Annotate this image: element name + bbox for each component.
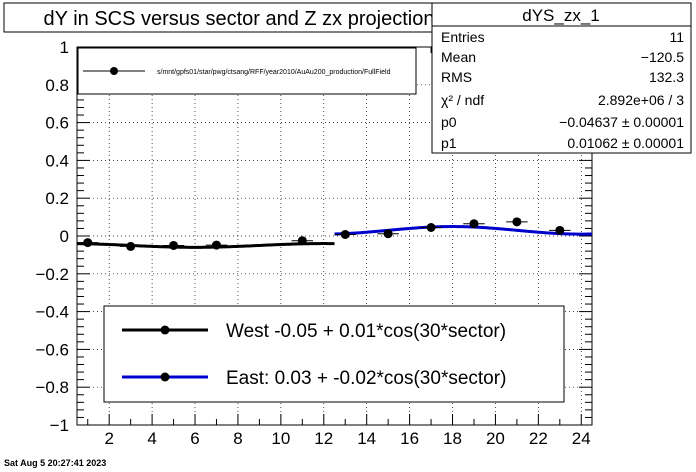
data-point — [512, 217, 522, 227]
stats-row-name: RMS — [441, 69, 472, 85]
y-tick-label: 0.6 — [45, 114, 69, 133]
chart-title: dY in SCS versus sector and Z zx project… — [44, 8, 435, 30]
stats-title: dYS_zx_1 — [522, 6, 600, 25]
data-point — [469, 219, 479, 229]
title-box — [3, 2, 475, 33]
stats-row-name: p1 — [441, 135, 457, 151]
x-tick-label: 2 — [104, 429, 113, 448]
data-point — [383, 229, 393, 239]
stats-row-value: 0.01062 ± 0.00001 — [567, 135, 684, 151]
timestamp: Sat Aug 5 20:27:41 2023 — [4, 458, 106, 468]
stats-box: dYS_zx_1 Entries 11 Mean −120.5 RMS 132.3 χ² /… — [431, 2, 692, 154]
x-tick-label: 6 — [190, 429, 199, 448]
stats-row-value: −120.5 — [641, 49, 684, 65]
stats-row-name: Mean — [441, 49, 476, 65]
y-tick-label: −0.2 — [35, 265, 69, 284]
data-point — [426, 222, 436, 232]
x-tick-labels: 2 4 6 8 10 12 14 16 18 20 22 24 — [104, 429, 590, 448]
y-tick-label: 0 — [60, 227, 69, 246]
fit-curve-west — [76, 242, 335, 249]
y-tick-label: 0.4 — [45, 151, 69, 170]
stats-row-value: 2.892e+06 / 3 — [598, 92, 684, 108]
x-tick-label: 24 — [572, 429, 591, 448]
y-tick-labels: 1 0.8 0.6 0.4 0.2 0 −0.2 −0.4 −0.6 −0.8 −1 — [35, 38, 69, 435]
x-tick-label: 4 — [147, 429, 156, 448]
data-point — [211, 240, 221, 250]
fit-legend-east: East: 0.03 + -0.02*cos(30*sector) — [226, 368, 506, 389]
stats-row-name: p0 — [441, 114, 457, 130]
data-point — [126, 241, 136, 251]
fit-curve-east — [334, 225, 593, 236]
stats-row-value: −0.04637 ± 0.00001 — [559, 114, 684, 130]
series-legend-label: s/mnt/gpfs01/star/pwg/ctsang/RFF/year201… — [157, 69, 391, 76]
fit-legend-west: West -0.05 + 0.01*cos(30*sector) — [226, 321, 506, 342]
y-tick-label: −0.8 — [35, 378, 69, 397]
x-tick-label: 16 — [400, 429, 419, 448]
y-tick-label: 0.2 — [45, 189, 69, 208]
y-tick-label: 0.8 — [45, 76, 69, 95]
data-point — [169, 240, 179, 250]
y-tick-label: −0.6 — [35, 340, 69, 359]
data-points — [77, 217, 571, 251]
x-tick-label: 12 — [314, 429, 333, 448]
series-legend: s/mnt/gpfs01/star/pwg/ctsang/RFF/year201… — [77, 47, 417, 95]
stats-row-name: Entries — [441, 29, 485, 45]
data-point — [340, 229, 350, 239]
data-point — [555, 225, 565, 235]
y-tick-label: −0.4 — [35, 303, 69, 322]
x-tick-label: 8 — [233, 429, 242, 448]
x-tick-label: 10 — [271, 429, 290, 448]
data-point — [83, 238, 93, 248]
stats-row-value: 132.3 — [649, 69, 684, 85]
x-tick-label: 18 — [443, 429, 462, 448]
y-tick-label: 1 — [60, 38, 69, 57]
fit-legend: West -0.05 + 0.01*cos(30*sector) East: 0… — [103, 305, 565, 403]
x-tick-label: 22 — [529, 429, 548, 448]
data-point — [297, 236, 307, 246]
x-tick-label: 14 — [357, 429, 376, 448]
fit-curves — [76, 225, 593, 249]
x-tick-label: 20 — [486, 429, 505, 448]
y-tick-label: −1 — [50, 416, 69, 435]
stats-row-name: χ² / ndf — [441, 92, 484, 108]
stats-row-value: 11 — [669, 29, 684, 45]
